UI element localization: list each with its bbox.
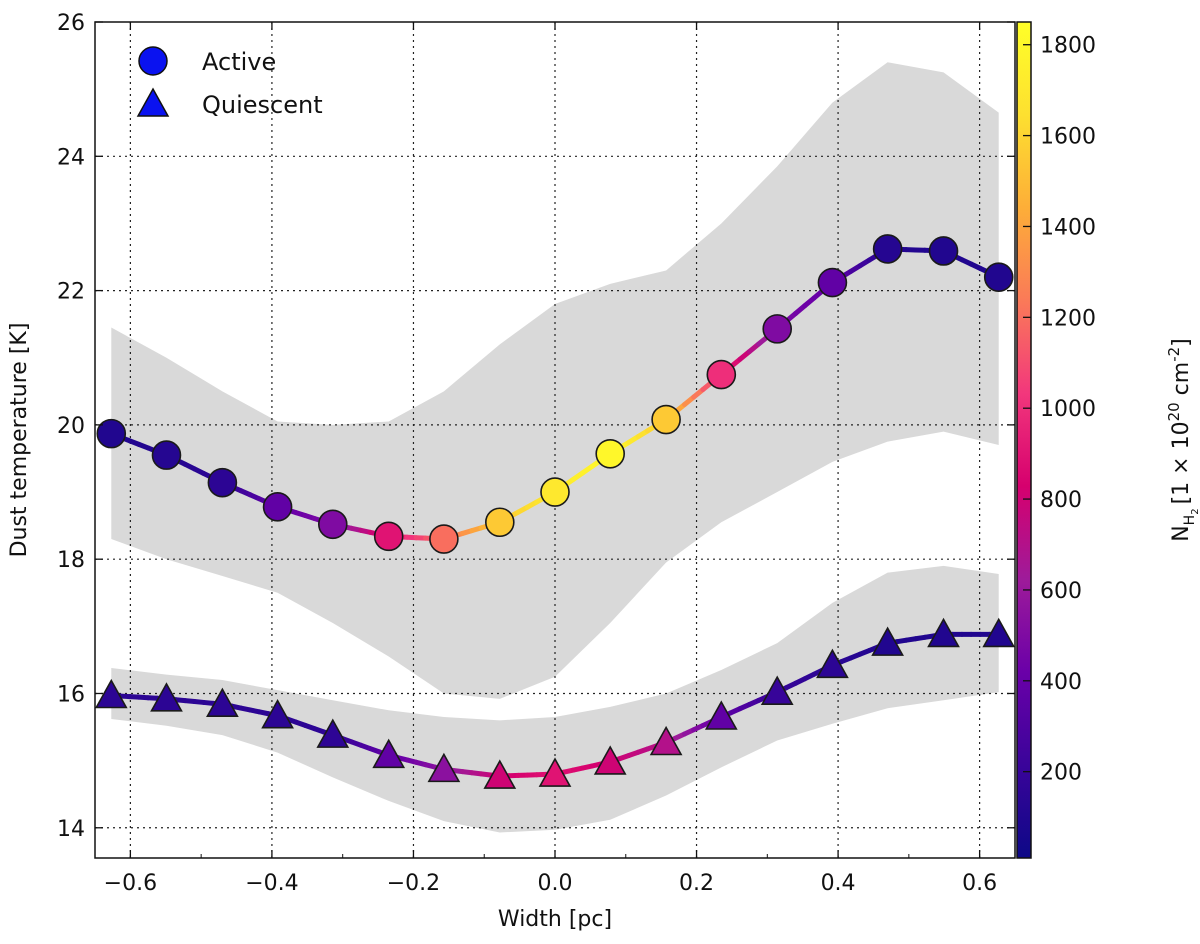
quiescent-point <box>704 700 738 730</box>
band-quiescent <box>111 565 999 833</box>
colorbar-tick-label: 400 <box>1040 670 1082 695</box>
y-tick-label: 24 <box>57 145 85 170</box>
quiescent-point <box>261 698 294 729</box>
active-point <box>262 492 293 522</box>
quiescent-point <box>982 617 1016 648</box>
x-tick-label: −0.2 <box>387 871 440 896</box>
quiescent-point <box>372 738 406 769</box>
active-point <box>983 262 1014 292</box>
quiescent-point <box>593 745 627 775</box>
active-point <box>207 467 238 498</box>
y-axis-label: Dust temperature [K] <box>7 323 32 558</box>
y-tick-label: 22 <box>57 280 85 305</box>
quiescent-point <box>94 678 128 709</box>
active-point <box>484 507 515 538</box>
active-point <box>96 418 127 449</box>
quiescent-point <box>206 687 239 718</box>
legend-quiescent-label: Quiescent <box>202 91 323 119</box>
colorbar-tick-label: 1600 <box>1040 125 1096 150</box>
active-point <box>373 521 404 552</box>
y-tick-label: 14 <box>57 817 85 842</box>
x-tick-label: 0.6 <box>962 871 997 896</box>
x-axis-ticks: −0.6 −0.4 −0.2 0.0 0.2 0.4 0.6 <box>104 22 997 896</box>
x-tick-label: 0.0 <box>538 871 573 896</box>
quiescent-point <box>760 675 794 705</box>
quiescent-point <box>483 759 517 789</box>
quiescent-point <box>538 757 572 787</box>
colorbar-tick-label: 1400 <box>1040 215 1096 240</box>
quiescent-point <box>816 648 849 679</box>
quiescent-point <box>150 682 183 712</box>
y-axis-ticks: 14 16 18 20 22 24 26 <box>57 11 1015 842</box>
legend-active-label: Active <box>202 48 276 76</box>
quiescent-point <box>316 718 350 748</box>
y-tick-label: 20 <box>57 414 85 439</box>
y-tick-label: 16 <box>57 682 85 707</box>
active-point <box>651 404 681 435</box>
series-markers <box>94 234 1016 789</box>
colorbar-tick-label: 1000 <box>1040 397 1096 422</box>
colorbar-label: NH2[1 × 1020 cm-2] <box>1165 338 1200 542</box>
legend-quiescent-marker <box>136 87 170 117</box>
active-point <box>540 477 570 507</box>
active-point <box>151 440 182 470</box>
colorbar-tick-label: 1800 <box>1040 34 1096 59</box>
colorbar-tick-label: 800 <box>1040 488 1082 513</box>
active-point <box>762 314 793 344</box>
x-axis-label: Width [pc] <box>498 907 612 932</box>
colorbar-ticks: 200 400 600 800 1000 1200 1400 1600 1800 <box>1023 34 1096 786</box>
quiescent-point <box>649 725 683 756</box>
y-tick-label: 26 <box>57 11 85 36</box>
active-point <box>817 267 848 298</box>
legend-active-marker <box>138 46 168 76</box>
x-tick-label: 0.4 <box>821 871 856 896</box>
x-tick-label: −0.6 <box>104 871 157 896</box>
band-active <box>111 62 999 699</box>
y-tick-label: 18 <box>57 548 85 573</box>
active-point <box>317 509 348 540</box>
colorbar-tick-label: 200 <box>1040 761 1082 786</box>
colorbar: 200 400 600 800 1000 1200 1400 1600 1800 NH2[1 ×… <box>1016 21 1200 859</box>
colorbar-gradient <box>1016 21 1032 859</box>
quiescent-point <box>927 617 960 648</box>
active-point <box>928 236 959 266</box>
active-point <box>595 438 626 469</box>
quiescent-point <box>871 626 904 656</box>
active-point <box>706 359 737 390</box>
quiescent-point <box>427 752 461 783</box>
active-point <box>872 234 903 264</box>
x-tick-label: −0.4 <box>245 871 298 896</box>
x-tick-label: 0.2 <box>679 871 714 896</box>
colorbar-tick-label: 1200 <box>1040 306 1096 331</box>
legend: Active Quiescent <box>136 46 323 119</box>
uncertainty-bands <box>111 62 999 833</box>
colorbar-tick-label: 600 <box>1040 579 1082 604</box>
active-point <box>429 524 459 554</box>
